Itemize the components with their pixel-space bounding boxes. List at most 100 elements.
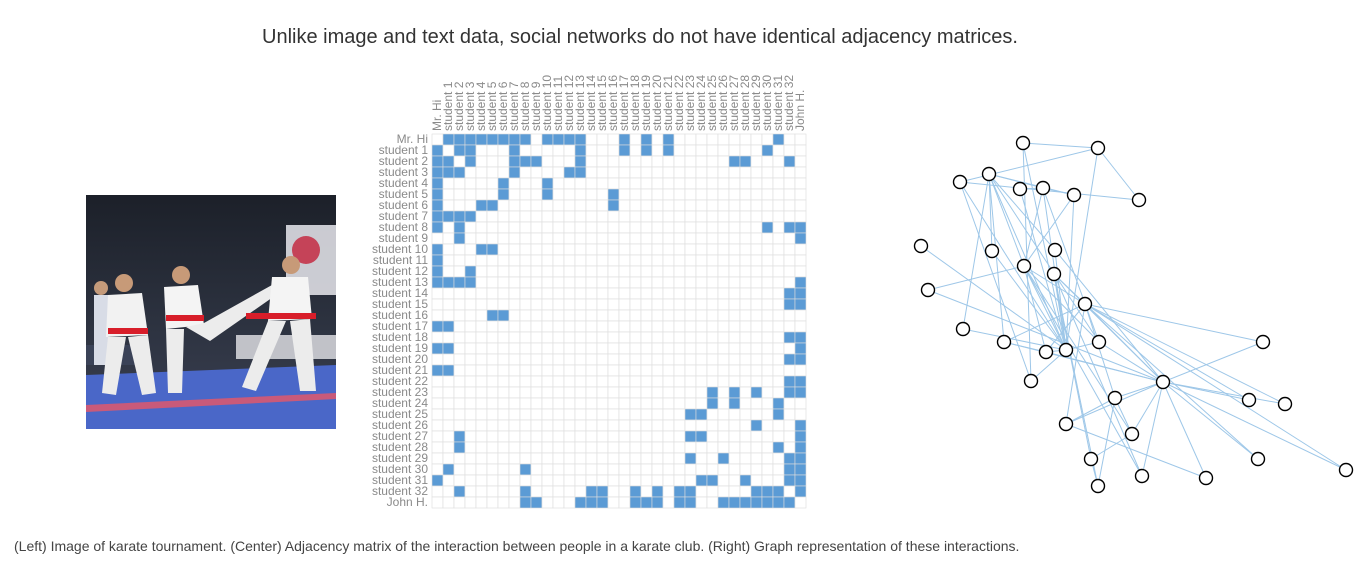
matrix-cell-empty (772, 430, 785, 443)
matrix-cell-empty (728, 144, 741, 157)
matrix-cell-empty (761, 320, 774, 333)
matrix-cell-empty (530, 210, 543, 223)
karate-photo (86, 195, 336, 429)
matrix-cell-filled (695, 408, 708, 421)
matrix-cell-filled (486, 199, 499, 212)
matrix-cell-empty (508, 243, 521, 256)
matrix-cell-empty (574, 320, 587, 333)
matrix-cell-empty (475, 188, 488, 201)
matrix-cell-empty (695, 309, 708, 322)
matrix-cell-empty (684, 375, 697, 388)
graph-node (1046, 266, 1062, 282)
matrix-cell-empty (607, 331, 620, 344)
matrix-cell-empty (552, 221, 565, 234)
matrix-cell-empty (739, 287, 752, 300)
matrix-cell-empty (497, 298, 510, 311)
graph-node (1255, 334, 1271, 350)
matrix-cell-empty (607, 342, 620, 355)
matrix-cell-empty (431, 386, 444, 399)
row-label: student 28 (372, 440, 428, 454)
column-label: student 13 (573, 75, 587, 131)
matrix-cell-empty (629, 397, 642, 410)
matrix-cell-empty (761, 397, 774, 410)
matrix-cell-filled (761, 496, 774, 509)
matrix-cell-empty (563, 364, 576, 377)
matrix-cell-empty (717, 353, 730, 366)
matrix-cell-empty (541, 155, 554, 168)
matrix-cell-empty (618, 254, 631, 267)
matrix-cell-empty (706, 276, 719, 289)
matrix-cell-empty (519, 254, 532, 267)
matrix-cell-empty (651, 188, 664, 201)
matrix-cell-empty (695, 243, 708, 256)
matrix-cell-empty (717, 386, 730, 399)
matrix-cell-empty (739, 210, 752, 223)
matrix-cell-empty (552, 309, 565, 322)
matrix-cell-empty (596, 199, 609, 212)
matrix-cell-empty (640, 441, 653, 454)
matrix-cell-empty (618, 375, 631, 388)
matrix-cell-empty (574, 199, 587, 212)
matrix-cell-empty (772, 210, 785, 223)
graph-edge (1162, 381, 1207, 479)
matrix-cell-empty (442, 232, 455, 245)
matrix-cell-empty (464, 452, 477, 465)
matrix-cell-empty (596, 188, 609, 201)
graph-edge (1023, 265, 1143, 477)
matrix-cell-empty (508, 177, 521, 190)
matrix-cell-empty (541, 331, 554, 344)
matrix-cell-empty (629, 254, 642, 267)
matrix-cell-empty (585, 298, 598, 311)
matrix-cell-empty (563, 243, 576, 256)
matrix-cell-filled (552, 133, 565, 146)
matrix-cell-empty (706, 232, 719, 245)
matrix-cell-filled (574, 144, 587, 157)
matrix-cell-empty (607, 177, 620, 190)
matrix-cell-empty (640, 474, 653, 487)
matrix-cell-empty (585, 386, 598, 399)
matrix-cell-empty (728, 188, 741, 201)
matrix-cell-empty (662, 276, 675, 289)
matrix-cell-empty (442, 419, 455, 432)
matrix-cell-empty (497, 474, 510, 487)
matrix-cell-empty (651, 309, 664, 322)
matrix-cell-empty (585, 265, 598, 278)
matrix-cell-empty (662, 474, 675, 487)
matrix-cell-empty (541, 386, 554, 399)
matrix-cell-empty (508, 452, 521, 465)
matrix-cell-empty (464, 298, 477, 311)
matrix-cell-empty (651, 232, 664, 245)
matrix-cell-empty (706, 419, 719, 432)
matrix-cell-empty (585, 474, 598, 487)
matrix-cell-empty (530, 243, 543, 256)
matrix-cell-empty (486, 320, 499, 333)
matrix-cell-empty (607, 221, 620, 234)
matrix-cell-empty (662, 485, 675, 498)
matrix-cell-empty (750, 177, 763, 190)
matrix-cell-empty (431, 496, 444, 509)
matrix-cell-filled (640, 133, 653, 146)
matrix-cell-empty (585, 320, 598, 333)
matrix-cell-empty (772, 298, 785, 311)
matrix-cell-empty (662, 342, 675, 355)
matrix-cell-empty (684, 276, 697, 289)
matrix-cell-filled (574, 155, 587, 168)
matrix-cell-empty (508, 309, 521, 322)
matrix-cell-filled (530, 496, 543, 509)
matrix-cell-empty (750, 199, 763, 212)
matrix-cell-empty (651, 166, 664, 179)
matrix-cell-empty (585, 463, 598, 476)
matrix-cell-empty (574, 287, 587, 300)
graph-node (1277, 396, 1293, 412)
matrix-cell-empty (431, 397, 444, 410)
matrix-cell-filled (794, 287, 807, 300)
matrix-cell-empty (453, 298, 466, 311)
matrix-cell-empty (717, 144, 730, 157)
matrix-cell-empty (695, 342, 708, 355)
matrix-cell-empty (574, 430, 587, 443)
matrix-cell-empty (783, 441, 796, 454)
matrix-cell-empty (519, 375, 532, 388)
matrix-cell-empty (541, 364, 554, 377)
matrix-cell-empty (750, 320, 763, 333)
matrix-cell-empty (695, 397, 708, 410)
